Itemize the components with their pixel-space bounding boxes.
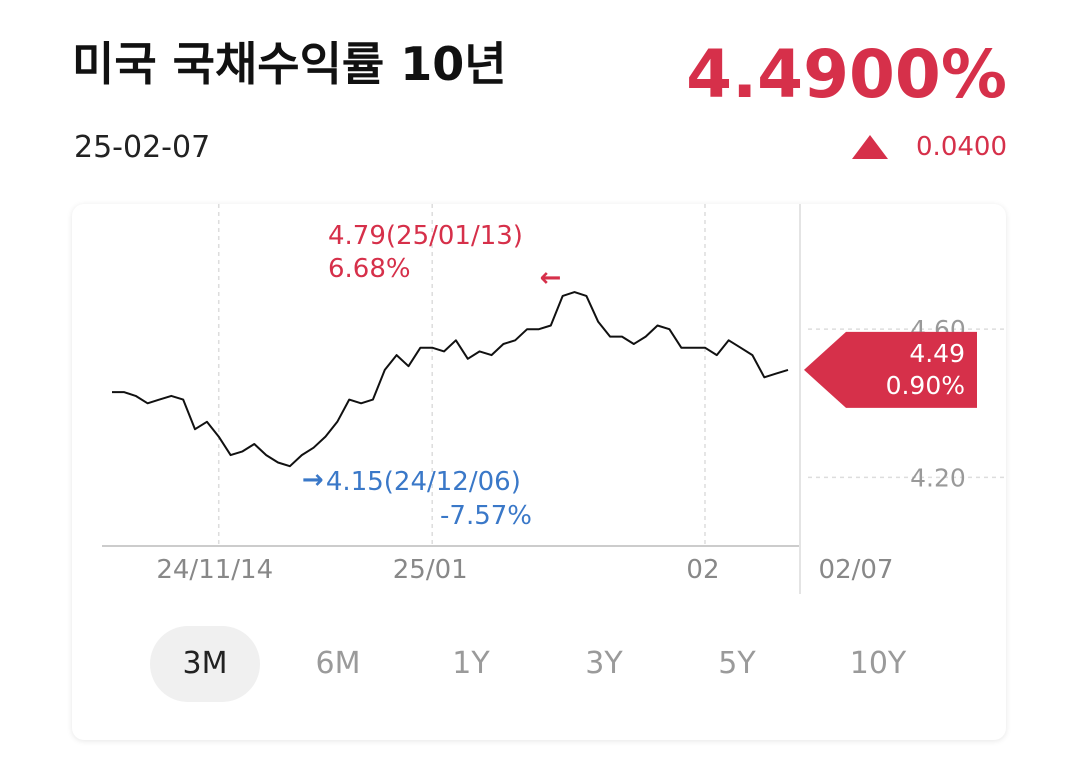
period-tab-10y[interactable]: 10Y bbox=[849, 646, 907, 681]
page-title: 미국 국채수익률 10년 bbox=[72, 37, 507, 91]
y-tick-label: 4.20 bbox=[910, 463, 966, 492]
x-tick-label: 02 bbox=[686, 555, 719, 585]
change-value: 0.0400 bbox=[916, 132, 1007, 162]
yield-line bbox=[112, 291, 789, 468]
up-triangle-icon bbox=[852, 135, 889, 159]
change-row: 0.0400 bbox=[852, 132, 1007, 162]
x-tick-label: 25/01 bbox=[393, 555, 468, 585]
max-value-label: 4.79(25/01/13) bbox=[328, 221, 523, 251]
current-pct-label: 0.90% bbox=[886, 371, 965, 400]
period-selector: 3M 6M 1Y 3Y 5Y 10Y bbox=[150, 626, 950, 702]
period-tab-3y[interactable]: 3Y bbox=[585, 646, 623, 681]
min-value-label: 4.15(24/12/06) bbox=[326, 467, 521, 497]
max-arrow-icon: ← bbox=[539, 263, 561, 293]
period-tab-6m[interactable]: 6M bbox=[315, 646, 361, 681]
max-pct-label: 6.68% bbox=[328, 254, 411, 284]
period-tab-5y[interactable]: 5Y bbox=[718, 646, 756, 681]
min-pct-label: -7.57% bbox=[440, 501, 532, 531]
end-date-label: 02/07 bbox=[819, 555, 894, 585]
current-yield: 4.4900% bbox=[686, 36, 1007, 113]
current-value-flag bbox=[804, 331, 977, 408]
current-value-label: 4.49 bbox=[909, 339, 965, 368]
x-tick-label: 24/11/14 bbox=[156, 555, 273, 585]
period-tab-1y[interactable]: 1Y bbox=[452, 646, 490, 681]
quote-date: 25-02-07 bbox=[74, 130, 211, 165]
min-arrow-icon: → bbox=[302, 465, 324, 495]
period-tab-3m[interactable]: 3M bbox=[150, 626, 260, 702]
